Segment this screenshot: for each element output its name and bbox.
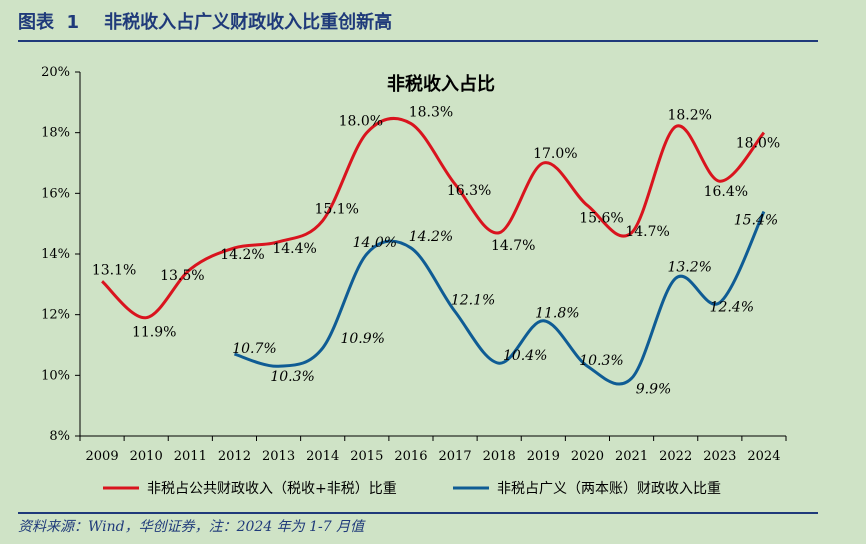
y-tick-label: 20% (41, 65, 70, 80)
x-tick-label: 2020 (571, 449, 604, 464)
data-label: 15.4% (734, 213, 778, 229)
data-label: 18.0% (339, 114, 383, 130)
x-tick-label: 2009 (86, 449, 119, 464)
data-label: 11.8% (535, 306, 579, 322)
y-tick-label: 16% (41, 186, 70, 201)
chart: 8% 10% 12% 14% 16% 18% 20% 2009 2010 2011 2012 2013… (41, 65, 787, 497)
x-tick-label: 2011 (174, 449, 207, 464)
figure-header: 图表 1 非税收入占广义财政收入比重创新高 (18, 8, 818, 42)
data-label: 13.5% (160, 268, 204, 284)
data-label: 14.2% (409, 229, 453, 245)
chart-data-labels: 13.1% 11.9% 13.5% 14.2% 14.4% 15.1% 18.0% 18.3%… (92, 105, 780, 398)
data-label: 10.9% (340, 331, 384, 347)
data-label: 12.4% (710, 300, 754, 316)
series-line-1 (101, 116, 766, 320)
y-tick-label: 12% (41, 308, 70, 323)
x-tick-label: 2024 (747, 449, 780, 464)
data-label: 10.4% (503, 348, 547, 364)
data-label: 15.1% (314, 202, 358, 218)
figure-footer: 资料来源：Wind，华创证券，注：2024 年为 1-7 月值 (18, 512, 818, 542)
data-label: 14.0% (353, 235, 397, 251)
x-tick-label: 2015 (350, 449, 383, 464)
data-label: 10.3% (270, 369, 314, 385)
data-label: 13.1% (92, 262, 136, 278)
y-tick-label: 10% (41, 368, 70, 383)
series-line-2 (233, 210, 766, 386)
figure-title: 图表 1 非税收入占广义财政收入比重创新高 (18, 12, 393, 33)
data-label: 14.7% (625, 224, 669, 240)
data-label: 18.0% (736, 136, 780, 152)
x-tick-label: 2014 (306, 449, 339, 464)
x-tick-label: 2022 (659, 449, 692, 464)
data-label: 10.3% (579, 353, 623, 369)
y-tick-label: 8% (49, 429, 70, 444)
data-label: 9.9% (636, 381, 672, 397)
x-tick-label: 2017 (439, 449, 472, 464)
data-label: 17.0% (533, 146, 577, 162)
source-note: 资料来源：Wind，华创证券，注：2024 年为 1-7 月值 (18, 519, 365, 535)
data-label: 14.4% (272, 241, 316, 257)
chart-title: 非税收入占比 (387, 73, 495, 95)
data-label: 16.4% (704, 184, 748, 200)
data-label: 13.2% (667, 259, 711, 275)
data-label: 10.7% (232, 341, 276, 357)
legend-label: 非税占公共财政收入（税收+非税）比重 (147, 481, 397, 497)
chart-marks (101, 116, 766, 386)
y-tick-label: 18% (41, 126, 70, 141)
data-label: 14.7% (491, 238, 535, 254)
data-label: 11.9% (132, 325, 176, 341)
data-label: 12.1% (451, 293, 495, 309)
data-label: 18.2% (667, 108, 711, 124)
x-tick-label: 2013 (262, 449, 295, 464)
legend-label: 非税占广义（两本账）财政收入比重 (497, 481, 721, 497)
data-label: 15.6% (579, 210, 623, 226)
x-tick-label: 2012 (218, 449, 251, 464)
x-tick-label: 2019 (527, 449, 560, 464)
data-label: 14.2% (220, 247, 264, 263)
x-tick-label: 2016 (394, 449, 427, 464)
y-tick-label: 14% (41, 247, 70, 262)
chart-axes: 8% 10% 12% 14% 16% 18% 20% 2009 2010 2011 2012 2013… (41, 65, 787, 464)
x-tick-label: 2021 (615, 449, 648, 464)
data-label: 18.3% (409, 105, 453, 121)
chart-legend: 非税占公共财政收入（税收+非税）比重 非税占广义（两本账）财政收入比重 (103, 481, 721, 497)
x-tick-label: 2023 (703, 449, 736, 464)
x-tick-label: 2018 (483, 449, 516, 464)
x-tick-label: 2010 (130, 449, 163, 464)
data-label: 16.3% (447, 183, 491, 199)
